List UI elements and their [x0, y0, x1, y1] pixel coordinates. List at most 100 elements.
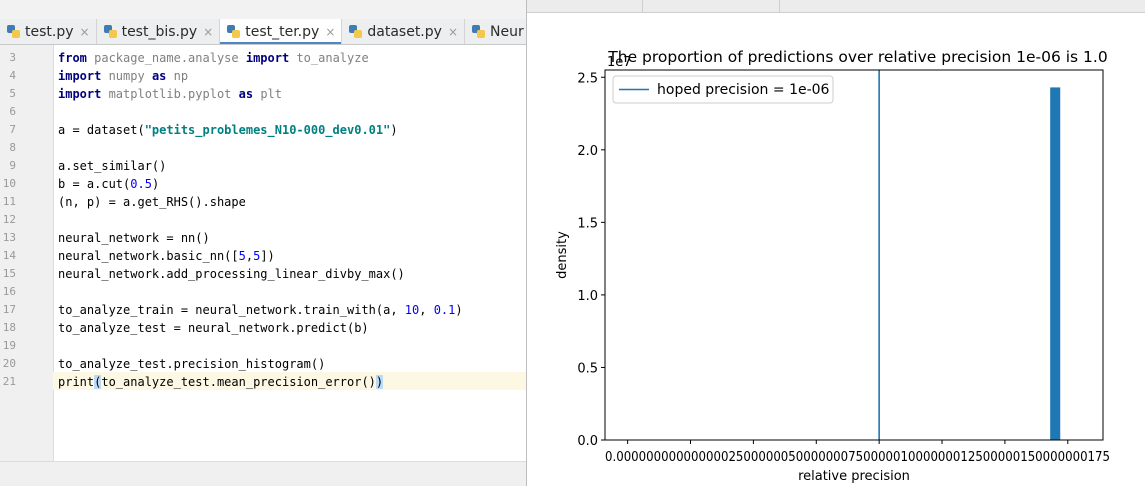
- number-literal: 5: [238, 249, 246, 263]
- tab-test-py[interactable]: test.py ×: [0, 19, 97, 44]
- close-tab-icon[interactable]: ×: [79, 24, 90, 39]
- code-text: np: [166, 69, 189, 83]
- y-tick-label: 0.5: [577, 361, 598, 376]
- tab-label: test_bis.py: [121, 23, 198, 40]
- y-tick-label: 1.0: [577, 289, 598, 304]
- tab-neural-py[interactable]: Neur: [465, 19, 526, 44]
- code-line[interactable]: from package_name.analyse import to_anal…: [58, 49, 369, 67]
- x-axis-label: relative precision: [798, 469, 910, 484]
- number-literal: 5: [253, 249, 261, 263]
- tab-test-ter-py[interactable]: test_ter.py ×: [220, 19, 343, 44]
- keyword: as: [238, 87, 254, 101]
- tab-test-bis-py[interactable]: test_bis.py ×: [97, 19, 221, 44]
- close-tab-icon[interactable]: ×: [325, 24, 336, 39]
- number-literal: 10: [404, 303, 420, 317]
- matplotlib-figure-window: The proportion of predictions over relat…: [526, 0, 1145, 486]
- code-text: plt: [253, 87, 282, 101]
- number-literal: 0.5: [130, 177, 152, 191]
- tab-label: test_ter.py: [245, 23, 320, 40]
- line-number: 20: [2, 357, 16, 370]
- code-text: neural_network.basic_nn([: [58, 249, 239, 263]
- chart-title: The proportion of predictions over relat…: [607, 48, 1107, 66]
- line-number: 18: [2, 321, 16, 334]
- legend-entry: hoped precision = 1e-06: [657, 82, 830, 98]
- figure-toolbar: [527, 0, 1145, 13]
- code-text: matplotlib.pyplot: [101, 87, 239, 101]
- code-line[interactable]: print(to_analyze_test.mean_precision_err…: [58, 373, 384, 391]
- code-line[interactable]: a.set_similar(): [58, 159, 167, 173]
- legend: hoped precision = 1e-06: [612, 75, 834, 104]
- code-line[interactable]: neural_network = nn(): [58, 231, 210, 245]
- tab-label: Neur: [490, 23, 524, 40]
- y-tick-label: 2.5: [577, 71, 598, 86]
- python-file-icon: [349, 25, 363, 38]
- code-text: to_analyze: [289, 51, 369, 65]
- line-number: 11: [2, 195, 16, 208]
- code-line[interactable]: import matplotlib.pyplot as plt: [58, 85, 282, 103]
- close-tab-icon[interactable]: ×: [447, 24, 458, 39]
- code-text: ,: [245, 249, 254, 263]
- y-offset-label: 1e7: [607, 55, 632, 70]
- code-text: ): [390, 123, 398, 137]
- code-text: ): [455, 303, 463, 317]
- line-number: 16: [2, 285, 16, 298]
- python-file-icon: [7, 25, 20, 38]
- keyword: from: [58, 51, 87, 65]
- line-number: 13: [2, 231, 16, 244]
- line-number: 7: [9, 123, 16, 136]
- keyword: import: [58, 69, 102, 83]
- line-number: 8: [9, 141, 16, 154]
- code-line[interactable]: import numpy as np: [58, 67, 188, 85]
- y-tick-label: 2.0: [577, 144, 598, 159]
- matched-brace: ): [375, 375, 384, 389]
- close-tab-icon[interactable]: ×: [203, 24, 214, 39]
- line-number: 12: [2, 213, 16, 226]
- editor-tab-bar: test.py × test_bis.py × test_ter.py × da…: [0, 19, 526, 45]
- toolbar-separator: [642, 0, 643, 12]
- keyword: import: [58, 87, 102, 101]
- keyword: as: [151, 69, 167, 83]
- code-editor-window: test.py × test_bis.py × test_ter.py × da…: [0, 0, 526, 486]
- python-file-icon: [472, 25, 485, 38]
- line-number: 4: [9, 69, 16, 82]
- y-axis-label: density: [555, 231, 570, 279]
- line-number: 17: [2, 303, 16, 316]
- line-number: 3: [9, 51, 16, 64]
- code-text: ): [151, 177, 160, 191]
- line-number: 6: [9, 105, 16, 118]
- line-number: 19: [2, 339, 16, 352]
- code-line[interactable]: to_analyze_test = neural_network.predict…: [58, 321, 369, 335]
- keyword: import: [245, 51, 290, 65]
- legend-box: [612, 75, 834, 104]
- line-number: 9: [9, 159, 16, 172]
- code-text: a = dataset(: [58, 123, 145, 137]
- code-text: package_name.analyse: [86, 51, 246, 65]
- y-tick-label: 0.0: [577, 434, 598, 449]
- tab-label: test.py: [25, 23, 74, 40]
- histogram-chart: The proportion of predictions over relat…: [555, 48, 1110, 484]
- line-number: 21: [2, 375, 16, 388]
- code-text: print: [58, 375, 95, 389]
- code-text: ]): [260, 249, 275, 263]
- code-line[interactable]: a = dataset("petits_problemes_N10-000_de…: [58, 121, 398, 139]
- code-line[interactable]: (n, p) = a.get_RHS().shape: [58, 195, 246, 209]
- line-number: 14: [2, 249, 16, 262]
- matched-brace: (: [94, 375, 102, 389]
- code-line[interactable]: b = a.cut(0.5): [58, 175, 159, 193]
- tab-dataset-py[interactable]: dataset.py ×: [342, 19, 465, 44]
- code-line[interactable]: to_analyze_test.precision_histogram(): [58, 357, 326, 371]
- code-line[interactable]: to_analyze_train = neural_network.train_…: [58, 301, 463, 319]
- string-literal: "petits_problemes_N10-000_dev0.01": [144, 123, 391, 137]
- editor-top-strip: [0, 0, 526, 20]
- code-text: ,: [419, 303, 434, 317]
- code-line[interactable]: neural_network.basic_nn([5,5]): [58, 247, 275, 265]
- code-text: b = a.cut(: [58, 177, 131, 191]
- toolbar-separator: [779, 0, 780, 12]
- line-number: 15: [2, 267, 16, 280]
- code-text: numpy: [101, 69, 152, 83]
- code-text: to_analyze_test.mean_precision_error(): [101, 375, 376, 389]
- code-line[interactable]: neural_network.add_processing_linear_div…: [58, 267, 405, 281]
- tab-label: dataset.py: [367, 23, 442, 40]
- code-editor[interactable]: from package_name.analyse import to_anal…: [53, 45, 526, 461]
- line-number: 5: [9, 87, 16, 100]
